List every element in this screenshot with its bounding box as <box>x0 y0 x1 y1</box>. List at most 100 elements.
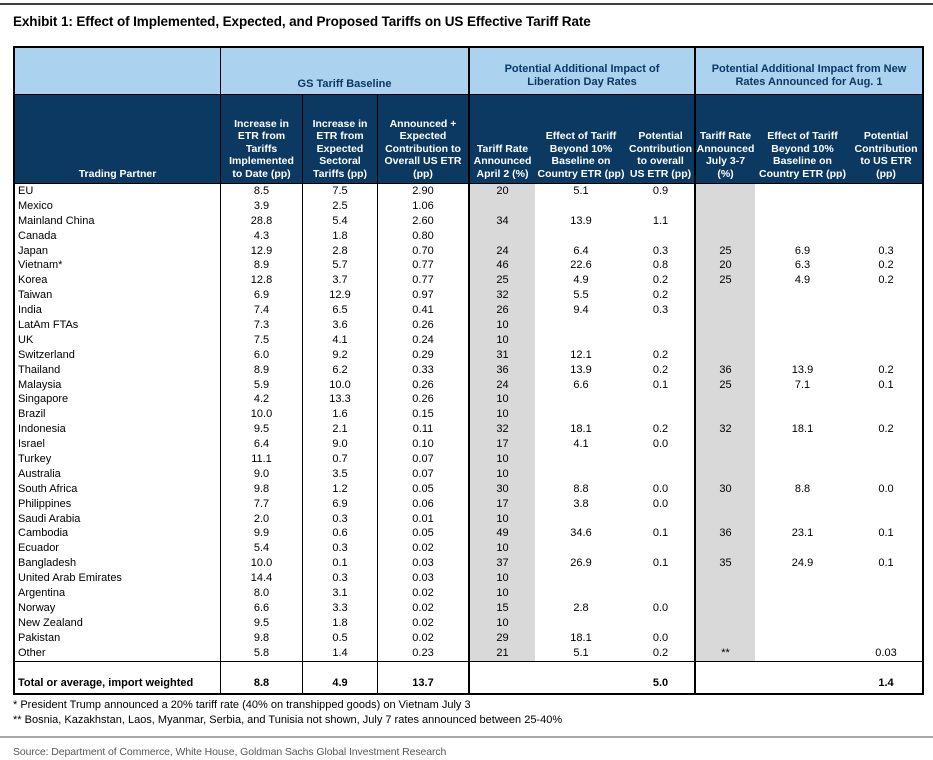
value-cell: 9.0 <box>220 466 302 482</box>
value-cell <box>850 497 922 512</box>
value-cell: 7.4 <box>220 303 302 319</box>
value-cell: 10 <box>468 615 535 631</box>
value-cell <box>850 452 922 467</box>
value-cell: 0.0 <box>652 601 669 614</box>
value-cell: 18.1 <box>791 423 814 436</box>
value-cell <box>535 407 627 422</box>
value-cell: 17 <box>468 496 535 512</box>
value-cell <box>850 318 922 333</box>
value-cell <box>468 198 535 214</box>
value-cell: 20 <box>468 184 535 199</box>
value-cell: 0.24 <box>377 332 468 348</box>
value-cell <box>850 631 922 646</box>
table-row: Australia 9.0 3.5 0.07 10 <box>15 466 922 482</box>
value-cell <box>627 392 694 407</box>
value-cell <box>850 586 922 601</box>
total-row-label: Total or average, import weighted <box>18 676 194 689</box>
value-cell: 37 <box>468 556 535 572</box>
value-cell <box>627 229 694 244</box>
trading-partner-cell: Taiwan <box>18 289 53 302</box>
value-cell: 0.2 <box>652 363 669 376</box>
exhibit-title: Exhibit 1: Effect of Implemented, Expect… <box>13 14 591 29</box>
value-cell: 24.9 <box>791 557 814 570</box>
value-cell: 6.2 <box>302 362 377 378</box>
value-cell: 10 <box>468 452 535 467</box>
trading-partner-cell: Australia <box>18 467 61 480</box>
trading-partner-cell: South Africa <box>18 482 78 495</box>
table-row: Ecuador 5.4 0.3 0.02 10 <box>15 541 922 557</box>
value-cell: 13.9 <box>570 214 592 227</box>
value-cell <box>755 303 850 318</box>
column-header-etr-sectoral: Increase in ETR from Expected Sectoral T… <box>302 95 377 183</box>
value-cell <box>850 214 922 229</box>
trading-partner-cell: Indonesia <box>18 423 66 436</box>
value-cell: 10 <box>468 541 535 557</box>
value-cell: 2.8 <box>302 243 377 259</box>
trading-partner-cell: UK <box>18 333 34 346</box>
value-cell: 29 <box>468 630 535 646</box>
value-cell: 0.02 <box>377 630 468 646</box>
value-cell <box>755 616 850 631</box>
value-cell <box>755 452 850 467</box>
value-cell <box>694 586 755 601</box>
value-cell: 0.33 <box>377 362 468 378</box>
value-cell: 0.06 <box>377 496 468 512</box>
value-cell: 23.1 <box>791 527 814 540</box>
value-cell: 32 <box>468 422 535 438</box>
table-row: EU 8.5 7.5 2.90 20 5.1 0.9 <box>15 184 922 199</box>
value-cell: 4.9 <box>573 274 589 287</box>
value-cell <box>694 615 755 631</box>
value-cell <box>755 646 850 661</box>
value-cell <box>694 184 755 199</box>
value-cell: 25 <box>694 377 755 393</box>
value-cell: 5.4 <box>220 541 302 557</box>
value-cell: 10.0 <box>220 407 302 423</box>
column-header-effect-liberation: Effect of Tariff Beyond 10% Baseline on … <box>537 130 625 180</box>
value-cell: 3.5 <box>302 466 377 482</box>
value-cell <box>535 199 627 214</box>
value-cell: 0.26 <box>377 392 468 408</box>
value-cell <box>850 392 922 407</box>
value-cell <box>627 512 694 527</box>
group-header-liberation-day: Potential Additional Impact of Liberatio… <box>468 48 694 94</box>
value-cell <box>755 601 850 616</box>
value-cell: 3.1 <box>302 586 377 601</box>
value-cell <box>694 318 755 333</box>
value-cell <box>535 333 627 348</box>
value-cell <box>694 347 755 363</box>
table-row: Philippines 7.7 6.9 0.06 17 3.8 0.0 <box>15 496 922 512</box>
value-cell <box>850 333 922 348</box>
trading-partner-cell: New Zealand <box>18 616 83 629</box>
value-cell <box>694 571 755 587</box>
value-cell: 46 <box>468 258 535 274</box>
footnote: * President Trump announced a 20% tariff… <box>13 698 471 711</box>
value-cell <box>694 437 755 453</box>
page: Exhibit 1: Effect of Implemented, Expect… <box>0 3 933 760</box>
value-cell: 6.9 <box>220 288 302 304</box>
trading-partner-cell: Canada <box>18 229 57 242</box>
trading-partner-cell: Philippines <box>18 497 72 510</box>
value-cell <box>694 303 755 319</box>
value-cell: 3.8 <box>573 497 589 510</box>
table-row: United Arab Emirates 14.4 0.3 0.03 10 <box>15 571 922 587</box>
value-cell <box>850 303 922 318</box>
value-cell: 21 <box>468 645 535 661</box>
value-cell: 7.5 <box>220 332 302 348</box>
value-cell: 0.2 <box>652 423 669 436</box>
value-cell <box>850 184 922 199</box>
value-cell <box>694 228 755 244</box>
value-cell: 0.1 <box>302 556 377 572</box>
table-row: Canada 4.3 1.8 0.80 <box>15 228 922 244</box>
value-cell: 0.2 <box>652 646 669 659</box>
table-row: Thailand 8.9 6.2 0.33 36 13.9 0.2 36 13.9 0.2 <box>15 362 922 378</box>
value-cell <box>850 571 922 586</box>
value-cell: 2.60 <box>377 213 468 229</box>
value-cell: 9.0 <box>302 437 377 453</box>
value-cell: ** <box>694 645 755 661</box>
trading-partner-cell: Israel <box>18 438 45 451</box>
value-cell <box>694 407 755 423</box>
value-cell <box>694 213 755 229</box>
value-cell: 0.0 <box>652 438 669 451</box>
value-cell <box>535 616 627 631</box>
trading-partner-cell: Cambodia <box>18 527 69 540</box>
